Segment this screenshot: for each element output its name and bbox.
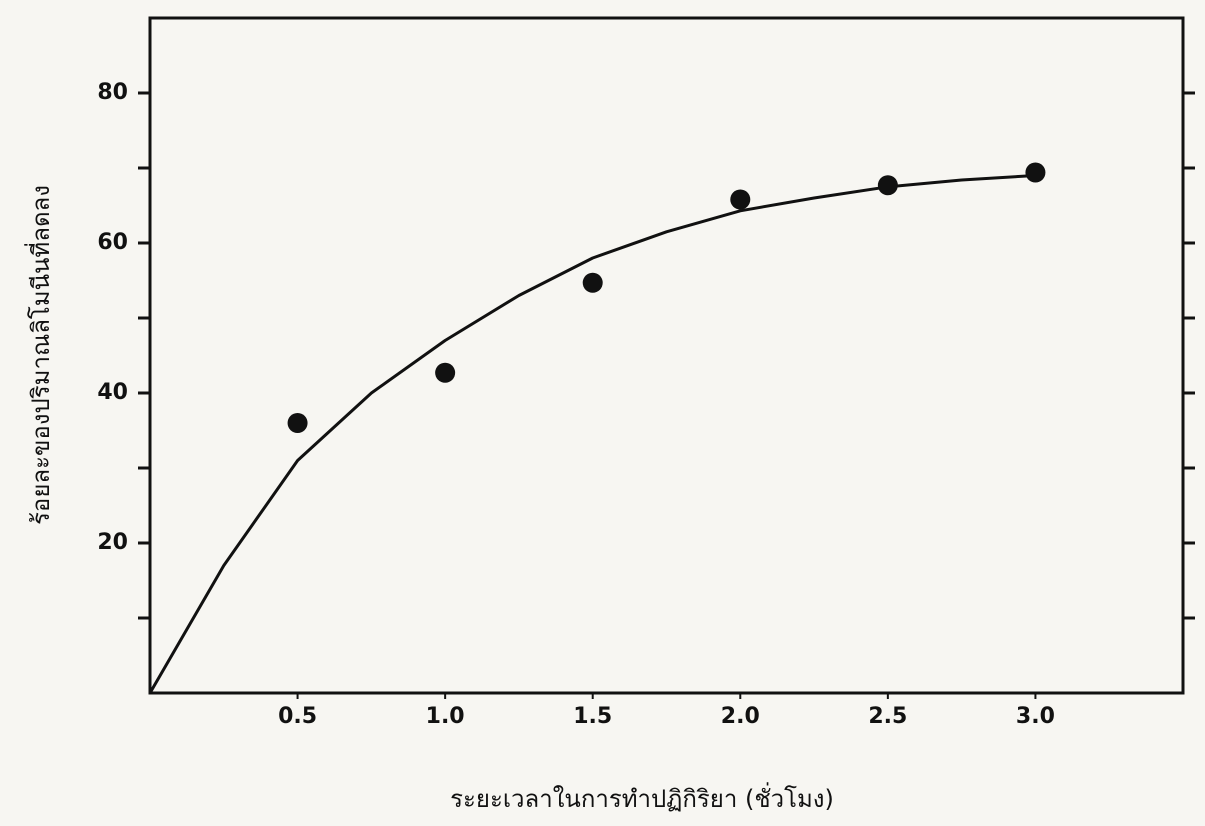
x-axis-title: ระยะเวลาในการทำปฏิกิริยา (ชั่วโมง) bbox=[450, 782, 834, 813]
y-tick-label: 80 bbox=[97, 80, 128, 105]
x-tick-label: 1.0 bbox=[426, 704, 465, 729]
x-tick-label: 2.5 bbox=[868, 704, 907, 729]
x-tick-label: 3.0 bbox=[1016, 704, 1055, 729]
y-tick-label: 60 bbox=[97, 230, 128, 255]
x-tick-label: 0.5 bbox=[278, 704, 317, 729]
x-tick-label: 2.0 bbox=[721, 704, 760, 729]
data-point bbox=[1025, 163, 1045, 183]
data-point bbox=[878, 175, 898, 195]
data-point bbox=[288, 413, 308, 433]
fit-curve bbox=[150, 176, 1035, 694]
y-tick-label: 40 bbox=[97, 380, 128, 405]
data-point bbox=[435, 363, 455, 383]
page: {"chart_data": { "type": "scatter", "x_l… bbox=[0, 0, 1205, 826]
plot-frame bbox=[150, 18, 1183, 693]
chart: ระยะเวลาในการทำปฏิกิริยา (ชั่วโมง) ร้อยล… bbox=[0, 0, 1205, 826]
data-point bbox=[583, 273, 603, 293]
y-tick-label: 20 bbox=[97, 530, 128, 555]
data-point bbox=[730, 190, 750, 210]
y-axis-title: ร้อยละของปริมาณลิโมนีนที่ลดลง bbox=[24, 185, 55, 525]
x-tick-label: 1.5 bbox=[573, 704, 612, 729]
